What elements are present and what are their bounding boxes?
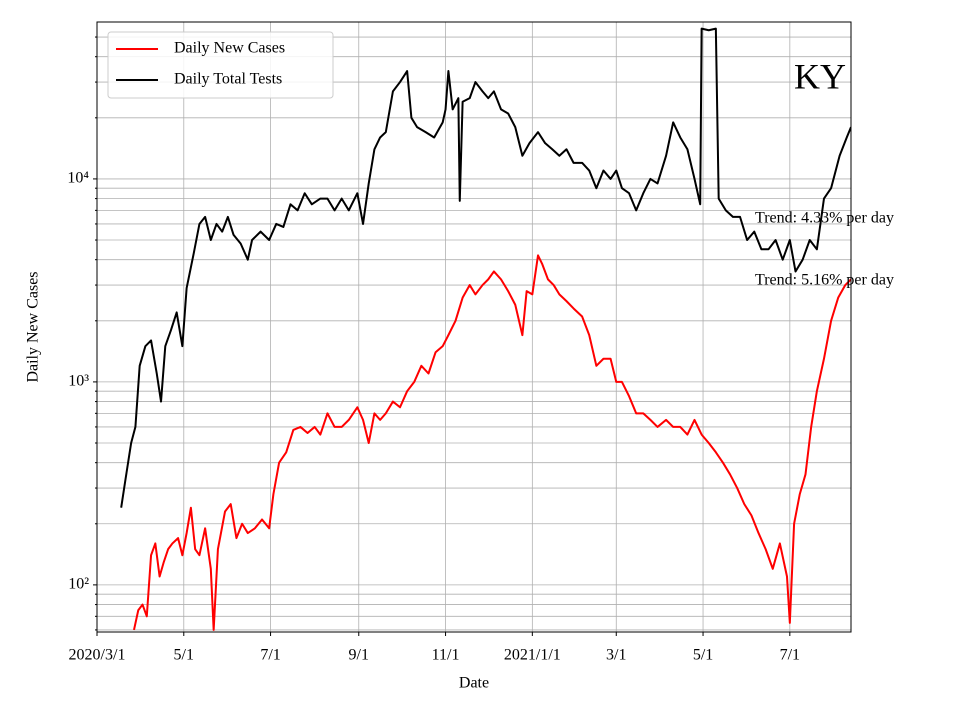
ticks: 10² 10³ 10⁴ 2020/3/1 5/1 7/1 9/1 11/1 2021/1/1 3/…: [67, 36, 800, 664]
x-tick-label: 5/1: [174, 647, 194, 664]
x-tick-label: 11/1: [432, 647, 460, 664]
trend-label: Trend: 4.33% per day: [755, 210, 894, 227]
legend-label: Daily Total Tests: [174, 71, 282, 88]
plot-lines: [120, 27, 851, 631]
y-tick-label: 10³: [68, 373, 89, 390]
plot-frame: [96, 21, 852, 633]
x-axis-label: Date: [459, 675, 489, 692]
state-annotation: KY: [794, 56, 846, 96]
x-tick-label: 2021/1/1: [504, 647, 561, 664]
grid: [96, 22, 851, 632]
legend: Daily New Cases Daily Total Tests: [107, 31, 334, 99]
legend-label: Daily New Cases: [174, 40, 285, 57]
y-tick-label: 10⁴: [67, 170, 89, 187]
legend-box: [107, 31, 334, 99]
x-tick-label: 7/1: [780, 647, 800, 664]
series-line: [120, 27, 851, 508]
x-tick-label: 2020/3/1: [69, 647, 126, 664]
series-line: [133, 254, 851, 631]
y-tick-label: 10²: [68, 576, 89, 593]
x-tick-label: 3/1: [606, 647, 626, 664]
trend-label: Trend: 5.16% per day: [755, 272, 894, 289]
y-axis-label: Daily New Cases: [25, 271, 42, 382]
x-tick-label: 9/1: [349, 647, 369, 664]
x-tick-label: 7/1: [260, 647, 280, 664]
x-tick-label: 5/1: [693, 647, 713, 664]
